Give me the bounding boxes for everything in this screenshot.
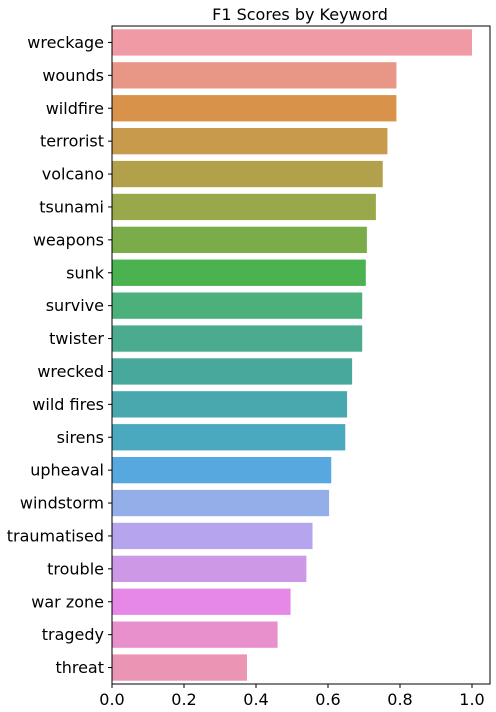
- bar-twister: [112, 325, 363, 352]
- bar-trouble: [112, 555, 307, 583]
- y-tick-labels: wreckage wounds wildfire terrorist volcano ts…: [7, 33, 112, 677]
- y-tick-label: tsunami: [39, 197, 104, 216]
- y-tick-label: weapons: [33, 230, 104, 249]
- bar-war-zone: [112, 588, 291, 615]
- bar-terrorist: [112, 127, 388, 155]
- x-tick-label: 0.2: [171, 690, 196, 709]
- bar-windstorm: [112, 489, 330, 517]
- y-tick-label: sunk: [66, 263, 105, 282]
- bar-traumatised: [112, 522, 313, 550]
- y-tick-label: wreckage: [27, 33, 104, 52]
- bars-group: [112, 29, 472, 681]
- y-tick-label: threat: [55, 658, 104, 677]
- bar-threat: [112, 654, 247, 681]
- bar-sunk: [112, 259, 366, 286]
- bar-upheaval: [112, 456, 332, 484]
- x-axis: 0.0 0.2 0.4 0.6 0.8 1.0: [99, 684, 485, 709]
- x-tick-label: 1.0: [459, 690, 484, 709]
- y-tick-label: upheaval: [30, 461, 104, 480]
- bar-survive: [112, 292, 363, 319]
- bar-weapons: [112, 226, 367, 254]
- bar-wild-fires: [112, 391, 348, 418]
- bar-volcano: [112, 160, 383, 188]
- y-tick-label: volcano: [42, 165, 104, 184]
- y-tick-label: traumatised: [7, 526, 104, 545]
- y-tick-label: wrecked: [37, 362, 104, 381]
- plot-frame: [111, 25, 491, 685]
- x-tick-label: 0.6: [315, 690, 340, 709]
- y-tick-label: wildfire: [46, 99, 104, 118]
- y-tick-label: twister: [49, 329, 104, 348]
- y-tick-label: wild fires: [32, 395, 104, 414]
- y-tick-label: survive: [46, 296, 104, 315]
- bar-tsunami: [112, 193, 376, 221]
- bar-tragedy: [112, 621, 278, 648]
- y-tick-label: wounds: [42, 66, 104, 85]
- y-tick-label: trouble: [47, 559, 104, 578]
- y-tick-label: sirens: [57, 428, 104, 447]
- bar-wounds: [112, 62, 397, 89]
- y-tick-label: windstorm: [20, 494, 104, 513]
- x-tick-label: 0.0: [99, 690, 124, 709]
- bar-wreckage: [112, 29, 472, 56]
- bar-wildfire: [112, 95, 397, 122]
- chart-title: F1 Scores by Keyword: [212, 5, 388, 24]
- y-tick-label: tragedy: [42, 625, 104, 644]
- x-tick-label: 0.4: [243, 690, 268, 709]
- bar-wrecked: [112, 358, 353, 385]
- bar-sirens: [112, 424, 346, 451]
- y-tick-label: war zone: [31, 592, 104, 611]
- x-tick-label: 0.8: [387, 690, 412, 709]
- y-tick-label: terrorist: [40, 132, 104, 151]
